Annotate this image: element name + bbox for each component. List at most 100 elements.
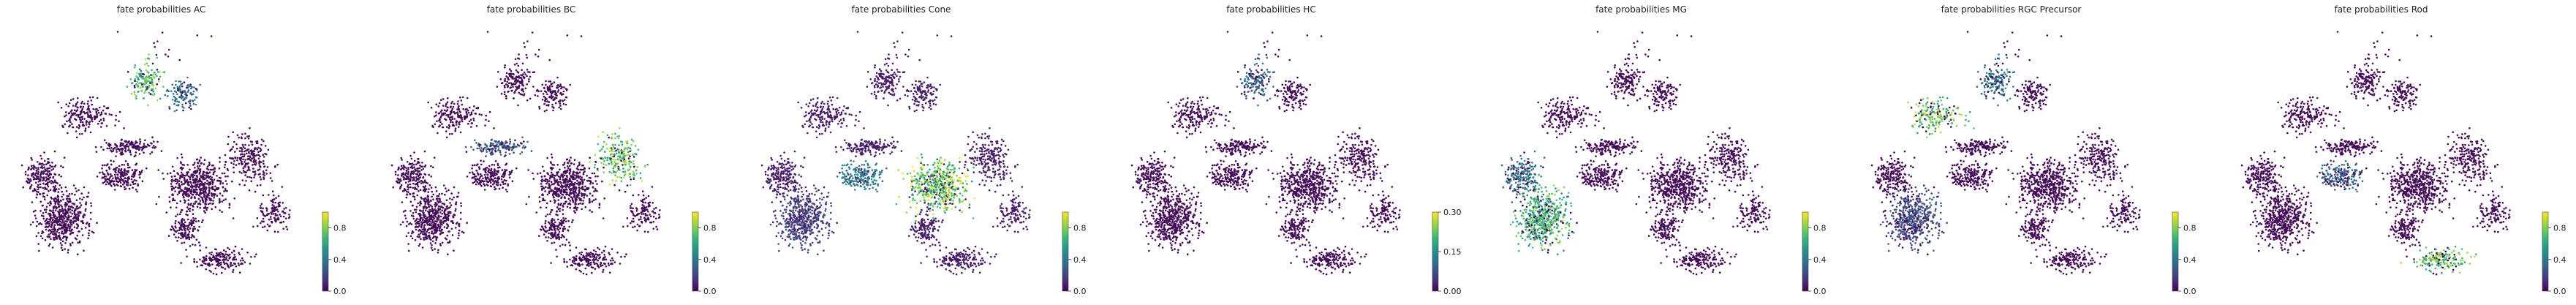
scatter-point — [107, 173, 110, 176]
scatter-point — [121, 164, 124, 166]
scatter-point — [539, 200, 541, 203]
scatter-point — [188, 181, 190, 183]
scatter-point — [39, 187, 42, 189]
scatter-point — [556, 171, 559, 173]
scatter-point — [573, 210, 575, 212]
scatter-point — [564, 167, 566, 169]
scatter-point — [189, 210, 191, 212]
scatter-point — [417, 171, 419, 173]
scatter-point — [614, 159, 616, 161]
scatter-point — [76, 206, 78, 208]
scatter-point — [630, 161, 632, 163]
scatter-point — [66, 120, 68, 122]
scatter-point — [194, 197, 196, 199]
scatter-point — [418, 233, 420, 236]
scatter-point — [532, 178, 535, 180]
scatter-point — [158, 196, 160, 198]
scatter-point — [124, 145, 126, 147]
scatter-point — [229, 204, 231, 206]
scatter-point — [250, 160, 252, 162]
scatter-point — [178, 97, 181, 99]
scatter-point — [99, 107, 101, 109]
scatter-point — [217, 188, 219, 190]
scatter-point — [422, 166, 424, 168]
scatter-point — [68, 206, 70, 208]
scatter-point — [170, 206, 172, 208]
scatter-point — [73, 184, 75, 187]
scatter-point — [181, 172, 183, 174]
scatter-point — [128, 148, 130, 151]
scatter-point — [461, 205, 463, 207]
scatter-point — [485, 169, 487, 171]
scatter-point — [56, 182, 58, 184]
scatter-point — [273, 195, 275, 197]
scatter-point — [183, 107, 185, 109]
scatter-point — [543, 170, 545, 172]
scatter-point — [450, 192, 453, 195]
scatter-point — [226, 256, 228, 258]
scatter-point — [191, 237, 193, 239]
scatter-point — [232, 157, 234, 159]
scatter-point — [439, 121, 442, 124]
scatter-point — [603, 197, 605, 200]
scatter-point — [233, 167, 235, 169]
scatter-point — [505, 83, 507, 86]
scatter-point — [282, 211, 284, 213]
scatter-point — [408, 250, 410, 252]
scatter-point — [511, 90, 513, 92]
scatter-point — [623, 153, 625, 155]
scatter-point — [81, 133, 83, 135]
colorbar-tick-label: 0.0 — [333, 287, 347, 296]
scatter-point — [185, 232, 187, 234]
scatter-point — [219, 177, 222, 179]
scatter-point — [232, 265, 234, 267]
scatter-point — [194, 244, 197, 246]
scatter-point — [604, 151, 606, 153]
scatter-point — [575, 209, 578, 211]
scatter-point — [558, 181, 560, 183]
scatter-point — [39, 180, 41, 182]
scatter-point — [416, 218, 418, 220]
scatter-point — [213, 197, 215, 199]
scatter-point — [130, 78, 132, 80]
scatter-point — [179, 185, 181, 187]
scatter-point — [515, 59, 517, 61]
scatter-point — [466, 113, 468, 116]
scatter-point — [494, 170, 496, 172]
scatter-point — [391, 165, 393, 167]
scatter-point — [151, 94, 154, 96]
scatter-point — [610, 158, 612, 160]
scatter-point — [560, 192, 562, 195]
scatter-point — [76, 216, 78, 219]
scatter-point — [526, 203, 528, 206]
scatter-point — [58, 206, 61, 208]
scatter-point — [101, 111, 103, 113]
scatter-point — [485, 178, 487, 180]
scatter-point — [603, 160, 605, 162]
scatter-point — [424, 220, 426, 222]
scatter-point — [42, 167, 44, 170]
scatter-point — [622, 164, 624, 166]
scatter-point — [104, 140, 106, 142]
scatter-point — [257, 184, 259, 187]
scatter-point — [213, 195, 215, 197]
scatter-point — [65, 210, 67, 212]
scatter-point — [544, 99, 546, 102]
scatter-point — [180, 167, 182, 169]
scatter-point — [630, 176, 632, 178]
scatter-point — [403, 178, 405, 181]
scatter-point — [204, 212, 206, 214]
scatter-point — [437, 249, 439, 251]
scatter-point — [211, 169, 213, 171]
scatter-point — [517, 79, 519, 81]
scatter-point — [504, 94, 506, 96]
scatter-point — [447, 253, 449, 255]
scatter-point — [154, 77, 156, 79]
scatter-point — [526, 57, 529, 59]
scatter-point — [156, 99, 159, 102]
scatter-point — [88, 192, 90, 194]
scatter-point — [33, 211, 35, 213]
scatter-point — [602, 157, 604, 159]
scatter-point — [58, 212, 60, 214]
scatter-point — [216, 274, 218, 276]
